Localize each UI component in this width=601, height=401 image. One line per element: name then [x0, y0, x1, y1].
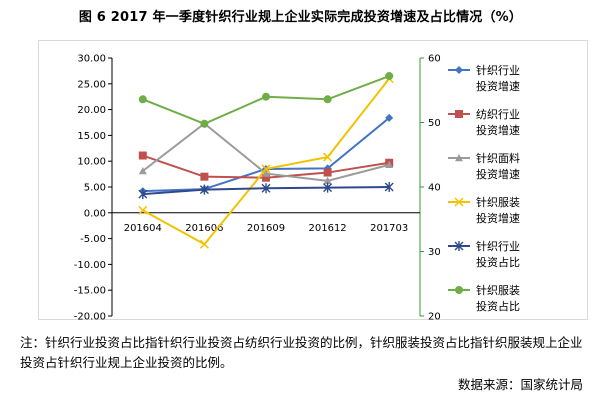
series-point-3 — [262, 169, 270, 177]
series-point-4 — [138, 205, 148, 215]
legend-label: 纺织行业 — [476, 107, 520, 121]
left-tick-label: -20.00 — [74, 312, 106, 323]
right-tick-label: 20 — [428, 312, 441, 323]
right-tick-label: 30 — [428, 247, 441, 258]
legend-label: 针织面料 — [476, 151, 520, 165]
series-point-3 — [385, 160, 394, 169]
series-point-2 — [200, 172, 209, 181]
chart-title: 图 6 2017 年一季度针织行业规上企业实际完成投资增速及占比情况（%） — [78, 10, 523, 25]
legend-label: 投资增速 — [476, 123, 520, 137]
series-point-4 — [323, 152, 333, 162]
legend-label: 针织行业 — [476, 239, 520, 253]
legend-label: 投资占比 — [476, 255, 520, 269]
series-point-6 — [262, 92, 270, 101]
legend-label: 投资增速 — [476, 167, 520, 181]
chart-frame — [38, 40, 588, 320]
series-point-2 — [262, 173, 270, 182]
right-tick-label: 50 — [428, 118, 441, 129]
series-point-5 — [138, 189, 148, 200]
legend-marker — [454, 197, 464, 207]
line-chart: -20.00 -15.00 -10.00 -5.00 0.00 5.00 10.00 15.0… — [74, 54, 520, 323]
legend-marker — [455, 286, 463, 294]
series-point-5 — [199, 184, 209, 195]
legend-label: 投资增速 — [476, 79, 520, 93]
series-point-5 — [384, 182, 394, 192]
right-tick-label: 60 — [428, 54, 441, 65]
chart-note: 注：针织行业投资占比指针织行业投资占纺织行业投资的比例，针织服装投资占比指针织服… — [20, 335, 583, 370]
left-tick-label: -5.00 — [80, 234, 106, 245]
series-point-4 — [261, 164, 271, 174]
legend-label: 针织行业 — [476, 63, 520, 77]
legend-marker — [455, 110, 463, 118]
series-line-4 — [142, 78, 390, 246]
left-tick-label: -10.00 — [74, 260, 106, 271]
legend-label: 投资增速 — [476, 211, 520, 225]
category-label: 201606 — [185, 223, 223, 234]
legend-marker — [455, 66, 463, 74]
series-point-5 — [261, 183, 271, 194]
series-point-6 — [385, 72, 394, 81]
series-point-3 — [323, 176, 332, 185]
series-point-2 — [138, 151, 147, 160]
series-point-3 — [138, 167, 147, 175]
series-point-2 — [323, 168, 332, 177]
left-tick-label: 15.00 — [77, 131, 106, 142]
series-point-5 — [323, 182, 333, 193]
legend-marker — [454, 241, 464, 251]
left-tick-label: 10.00 — [77, 157, 106, 168]
series-point-1 — [385, 113, 394, 122]
legend-label: 针织服装 — [476, 195, 520, 209]
series-point-6 — [138, 95, 147, 104]
category-label: 201604 — [124, 223, 162, 234]
category-label: 201609 — [247, 223, 285, 234]
right-tick-label: 40 — [428, 183, 441, 194]
left-tick-label: -15.00 — [74, 286, 106, 297]
left-tick-label: 30.00 — [77, 54, 106, 65]
left-tick-label: 20.00 — [77, 105, 106, 116]
left-tick-label: 5.00 — [84, 183, 106, 194]
series-point-6 — [323, 95, 332, 104]
legend-marker — [455, 154, 463, 162]
category-label: 201612 — [309, 223, 347, 234]
legend-label: 投资占比 — [476, 299, 520, 313]
series-point-4 — [199, 239, 209, 249]
category-label: 201703 — [370, 223, 408, 234]
left-tick-label: 25.00 — [77, 79, 106, 90]
series-point-6 — [200, 119, 209, 128]
legend-label: 针织服装 — [476, 283, 520, 297]
data-source: 数据来源：国家统计局 — [457, 377, 583, 392]
left-tick-label: 0.00 — [84, 208, 106, 219]
